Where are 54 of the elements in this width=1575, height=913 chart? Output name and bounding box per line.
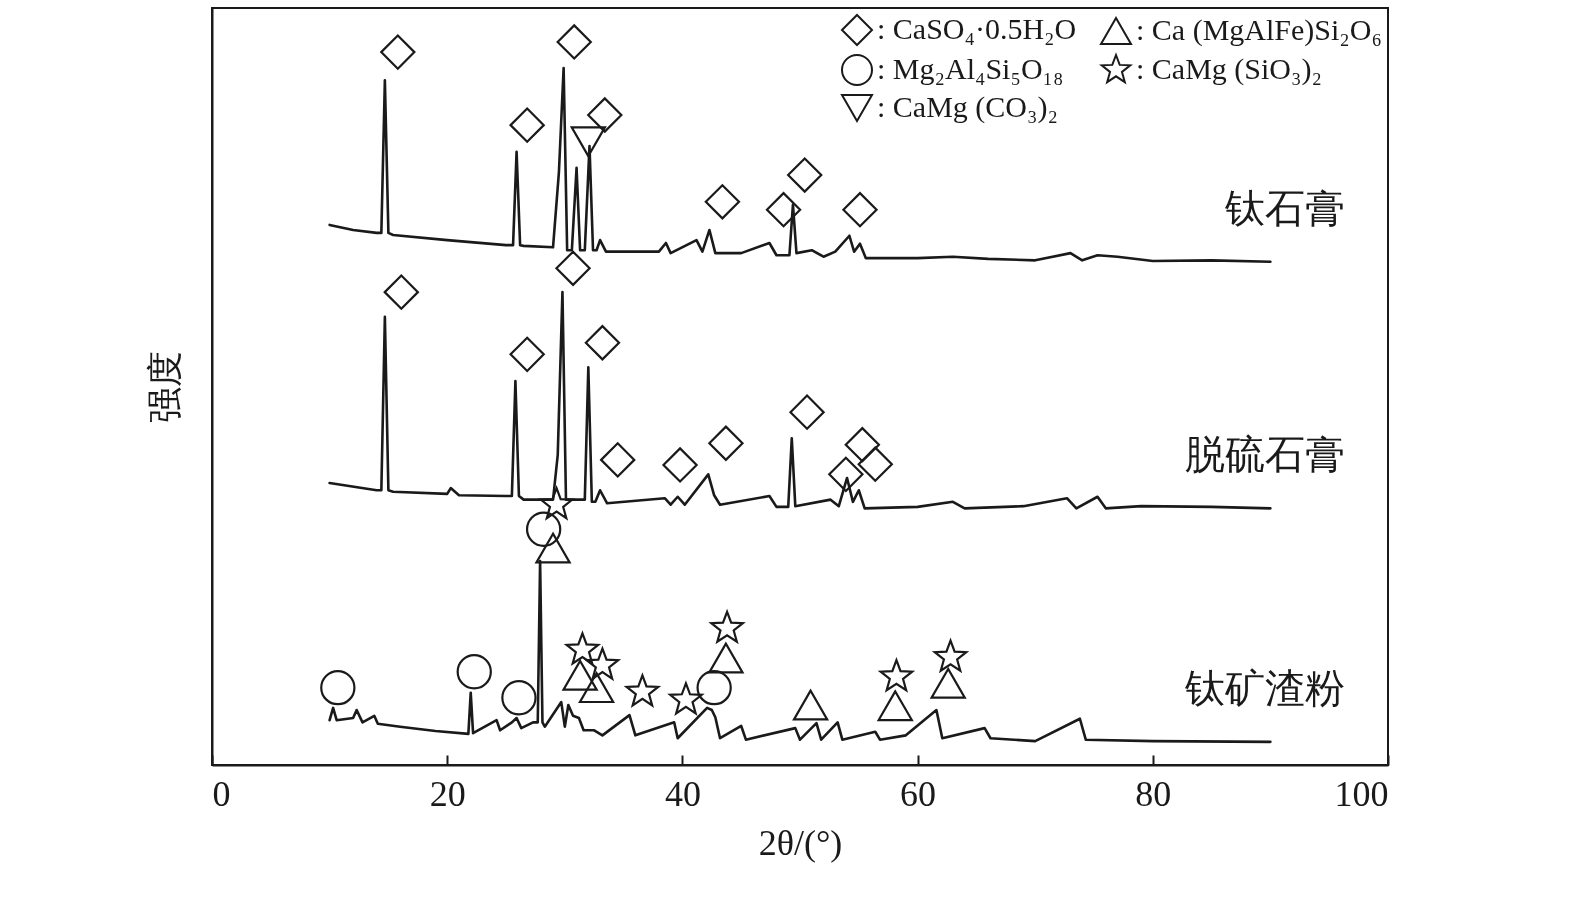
- legend-label: : Mg₂Al₄Si₅O₁₈: [877, 52, 1064, 85]
- point: [708, 425, 744, 461]
- point: [570, 126, 606, 158]
- series-label: 脱硫石膏: [1185, 431, 1346, 478]
- point: [623, 672, 661, 708]
- point: [562, 659, 598, 691]
- point: [383, 274, 420, 310]
- point: [501, 680, 537, 716]
- point: [509, 107, 545, 143]
- point: [380, 34, 416, 70]
- point: [583, 645, 621, 682]
- point: [584, 325, 621, 361]
- point: [842, 192, 878, 228]
- series-label: 钛石膏: [1224, 184, 1346, 231]
- point: [930, 667, 966, 699]
- point: [320, 669, 356, 706]
- point: [696, 669, 732, 706]
- point: [555, 250, 591, 286]
- point: [844, 427, 881, 463]
- legend-label: : CaMg (CO₃)₂: [877, 90, 1058, 124]
- x-tick-label: 60: [900, 773, 937, 814]
- point: [765, 192, 802, 228]
- x-tick-label: 80: [1135, 773, 1172, 814]
- x-tick-label: 100: [1334, 773, 1389, 814]
- point: [535, 532, 571, 564]
- x-axis-title: 2θ/(°): [758, 822, 843, 863]
- legend-label: : Ca (MgAlFe)Si₂O₆: [1136, 13, 1382, 47]
- point: [787, 157, 823, 193]
- point: [789, 394, 825, 430]
- x-tick-label: 0: [212, 773, 231, 814]
- point: [792, 689, 829, 721]
- point: [600, 442, 636, 478]
- x-tick-label: 40: [664, 773, 701, 814]
- point: [456, 654, 492, 690]
- point: [563, 630, 601, 666]
- point: [877, 657, 915, 693]
- point: [587, 97, 623, 133]
- point: [556, 24, 592, 60]
- point: [578, 672, 615, 704]
- point: [877, 690, 913, 722]
- series-label: 钛矿渣粉: [1184, 664, 1346, 711]
- point: [708, 642, 744, 674]
- legend-label: : CaSO₄·0.5H₂O: [877, 12, 1077, 45]
- point: [708, 608, 746, 645]
- legend-label: : CaMg (SiO₃)₂: [1136, 52, 1322, 86]
- point: [509, 336, 545, 373]
- point: [857, 446, 893, 482]
- point: [704, 184, 741, 220]
- x-tick-label: 20: [429, 773, 466, 814]
- y-axis-title: 强度: [143, 351, 185, 423]
- point: [525, 511, 562, 547]
- point: [662, 447, 698, 483]
- point: [828, 456, 864, 493]
- point: [932, 637, 969, 673]
